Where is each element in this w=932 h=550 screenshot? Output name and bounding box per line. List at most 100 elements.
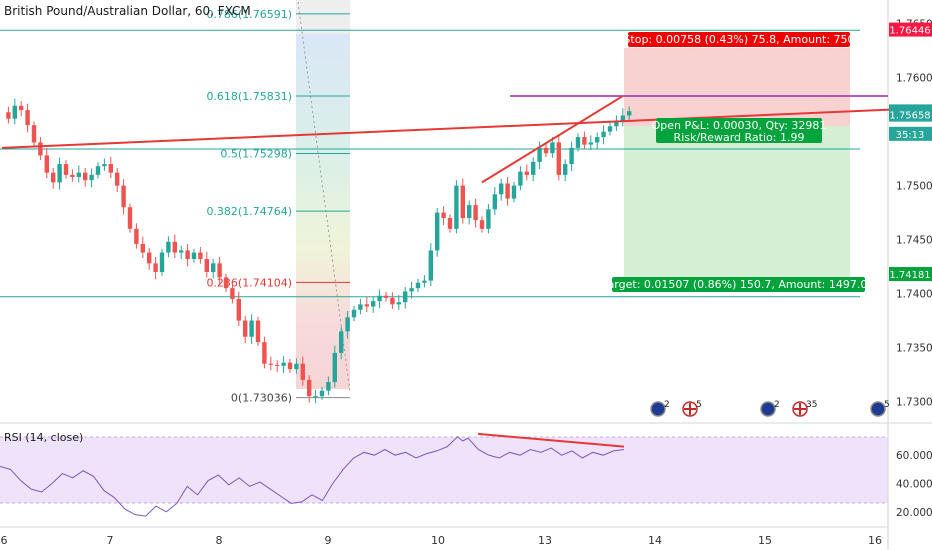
candle-body xyxy=(454,185,459,229)
rsi-tick-label: 60.0000 xyxy=(896,450,932,462)
price-tick-label: 1.73000 xyxy=(896,396,932,408)
candle-body xyxy=(307,379,312,397)
candle-body xyxy=(211,263,216,272)
price-badge-text: 1.74181 xyxy=(889,270,930,281)
candle-body xyxy=(364,304,369,307)
fib-dotted-diagonal xyxy=(297,1,351,393)
candle-body xyxy=(249,320,254,337)
candle-body xyxy=(409,288,414,292)
price-badge xyxy=(889,267,932,282)
candle-body xyxy=(95,166,101,175)
candle-body xyxy=(70,174,75,178)
candle-body xyxy=(486,209,491,229)
candle-body xyxy=(582,137,587,145)
target-zone xyxy=(624,126,850,284)
rsi-band xyxy=(0,437,888,503)
event-count: 35 xyxy=(806,400,817,410)
candle-body xyxy=(351,309,357,318)
price-badge-text: 1.75658 xyxy=(889,111,930,122)
pnl-label-text: Risk/Reward Ratio: 1.99 xyxy=(674,131,805,144)
event-count: 5 xyxy=(884,400,890,410)
stop-label-text: Stop: 0.00758 (0.43%) 75.8, Amount: 750 xyxy=(623,33,854,46)
price-tick-label: 1.76000 xyxy=(896,73,932,85)
fib-label-5: 0(1.73036) xyxy=(231,392,292,405)
candle-body xyxy=(63,164,69,175)
candle-body xyxy=(505,183,510,199)
candle-body xyxy=(428,250,433,281)
candle-body xyxy=(19,105,24,111)
pnl-label xyxy=(656,118,822,143)
candle-body xyxy=(473,205,478,221)
candle-body xyxy=(326,382,331,391)
candle-body xyxy=(287,362,293,370)
candle-body xyxy=(575,137,581,148)
rsi-title: RSI (14, close) xyxy=(4,431,83,444)
candle-body xyxy=(38,142,43,156)
candle-body xyxy=(153,263,158,272)
candle-body xyxy=(76,172,81,178)
candle-body xyxy=(57,164,62,183)
candle-body xyxy=(588,142,593,145)
candle-body xyxy=(390,297,395,305)
rsi-divergence-line xyxy=(477,432,625,448)
candle-body xyxy=(204,259,209,272)
time-tick-label: 8 xyxy=(216,534,223,547)
candle-body xyxy=(403,291,408,303)
candle-body xyxy=(25,110,30,126)
candle-body xyxy=(172,241,177,253)
candle-body xyxy=(115,172,120,186)
time-tick-label: 16 xyxy=(868,534,882,547)
fib-label-3: 0.382(1.74764) xyxy=(206,205,292,218)
candle-body xyxy=(166,241,171,253)
candle-body xyxy=(518,171,523,186)
candle-body xyxy=(556,142,561,175)
price-tick-label: 1.73500 xyxy=(896,343,932,355)
candle-body xyxy=(51,172,56,183)
trendline-0 xyxy=(1,106,931,149)
price-tick-label: 1.75000 xyxy=(896,181,932,193)
candle-body xyxy=(159,252,165,272)
candle-body xyxy=(313,396,318,398)
candle-body xyxy=(332,352,337,383)
candle-body xyxy=(435,212,440,251)
candle-body xyxy=(345,317,350,332)
candle-body xyxy=(319,390,325,397)
candle-body xyxy=(447,218,453,229)
candle-body xyxy=(627,111,632,116)
candle-body xyxy=(607,126,613,132)
candle-body xyxy=(492,194,497,210)
time-tick-label: 13 xyxy=(538,534,552,547)
time-tick-label: 15 xyxy=(758,534,772,547)
stop-zone xyxy=(624,48,850,126)
time-tick-label: 14 xyxy=(648,534,662,547)
target-label xyxy=(612,277,865,292)
candle-body xyxy=(89,174,94,181)
time-tick-label: 10 xyxy=(431,534,445,547)
candle-body xyxy=(460,185,465,219)
time-tick-label: 9 xyxy=(325,534,332,547)
price-badge-text: 35:13 xyxy=(896,130,925,141)
candle-body xyxy=(620,115,625,121)
fib-label-1: 0.618(1.75831) xyxy=(206,90,292,103)
price-badge-text: 1.76446 xyxy=(889,26,930,37)
candle-body xyxy=(243,320,248,337)
candle-body xyxy=(121,185,126,208)
fib-label-2: 0.5(1.75298) xyxy=(220,147,292,160)
candle-body xyxy=(595,137,600,143)
candle-body xyxy=(236,298,241,321)
candle-body xyxy=(102,164,107,167)
candle-body xyxy=(467,205,472,219)
au-flag-icon xyxy=(650,401,666,417)
candle-body xyxy=(499,183,504,195)
candle-body xyxy=(550,142,555,154)
candle-body xyxy=(179,250,184,253)
candle-body xyxy=(415,282,421,289)
candle-body xyxy=(479,220,485,229)
candle-body xyxy=(339,331,344,353)
fib-label-0: 0.786(1.76591) xyxy=(206,8,292,21)
fib-zone-upper xyxy=(296,0,350,34)
pnl-label-text: Open P&L: 0.00030, Qty: 32981 xyxy=(652,119,827,132)
candle-body xyxy=(223,277,229,289)
price-tick-label: 1.74500 xyxy=(896,235,932,247)
